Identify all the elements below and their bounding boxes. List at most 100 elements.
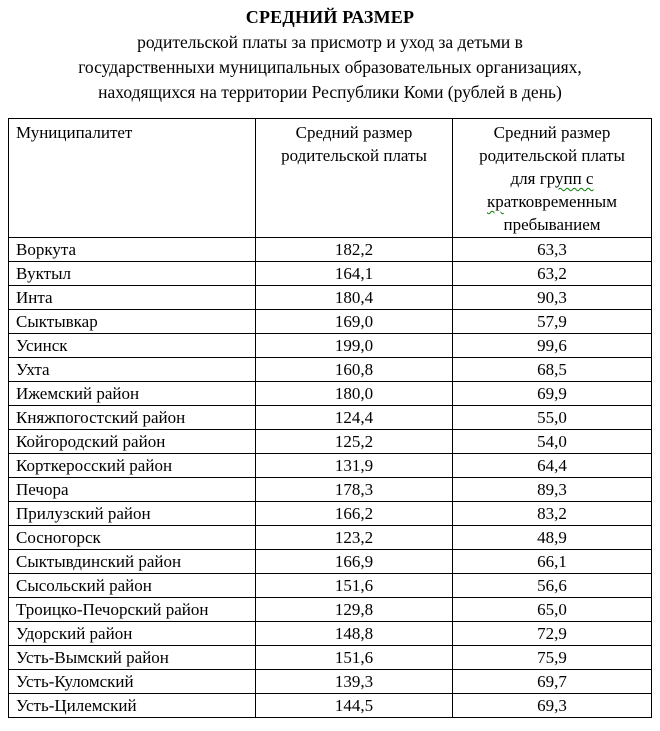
header-text-segment: Средний размер xyxy=(493,123,611,142)
document-title-block: СРЕДНИЙ РАЗМЕР родительской платы за при… xyxy=(0,0,660,105)
header-line: Средний размер xyxy=(260,121,448,144)
municipality-cell: Койгородский район xyxy=(8,429,256,454)
column-header-avg-fee: Средний размер родительской платы xyxy=(255,118,453,238)
avg-fee-cell: 178,3 xyxy=(255,477,453,502)
table-row: Инта 180,4 90,3 xyxy=(8,285,652,310)
table-row: Воркута 182,2 63,3 xyxy=(8,237,652,262)
municipality-cell: Прилузский район xyxy=(8,501,256,526)
header-text-segment-misspelled: упп с xyxy=(554,169,594,188)
short-stay-fee-cell: 64,4 xyxy=(452,453,652,478)
short-stay-fee-cell: 54,0 xyxy=(452,429,652,454)
short-stay-fee-cell: 83,2 xyxy=(452,501,652,526)
municipality-cell: Удорский район xyxy=(8,621,256,646)
municipality-cell: Княжпогостский район xyxy=(8,405,256,430)
table-row: Сыктывкар 169,0 57,9 xyxy=(8,309,652,334)
fees-table: Муниципалитет Средний размер родительской… xyxy=(8,118,652,718)
header-line: Средний размер xyxy=(457,121,647,144)
avg-fee-cell: 151,6 xyxy=(255,573,453,598)
short-stay-fee-cell: 56,6 xyxy=(452,573,652,598)
avg-fee-cell: 180,4 xyxy=(255,285,453,310)
header-line: для групп с xyxy=(457,167,647,190)
short-stay-fee-cell: 72,9 xyxy=(452,621,652,646)
avg-fee-cell: 139,3 xyxy=(255,669,453,694)
short-stay-fee-cell: 57,9 xyxy=(452,309,652,334)
table-row: Сысольский район 151,6 56,6 xyxy=(8,573,652,598)
document-subtitle-line-3: находящихся на территории Республики Ком… xyxy=(98,82,562,102)
short-stay-fee-cell: 66,1 xyxy=(452,549,652,574)
table-row: Усть-Куломский 139,3 69,7 xyxy=(8,669,652,694)
header-line: кратковременным xyxy=(457,190,647,213)
avg-fee-cell: 131,9 xyxy=(255,453,453,478)
column-header-short-stay-fee: Средний размер родительской платы для груп… xyxy=(452,118,652,238)
municipality-cell: Сосногорск xyxy=(8,525,256,550)
header-text-segment: атковременным xyxy=(503,192,617,211)
table-row: Корткеросский район 131,9 64,4 xyxy=(8,453,652,478)
header-row: Муниципалитет Средний размер родительской… xyxy=(8,118,652,238)
header-line: родительской платы xyxy=(457,144,647,167)
table-row: Княжпогостский район 124,4 55,0 xyxy=(8,405,652,430)
header-text-segment: родительской платы xyxy=(281,146,427,165)
header-text-segment-misspelled: кр xyxy=(487,192,504,211)
municipality-cell: Усинск xyxy=(8,333,256,358)
municipality-cell: Сыктывкар xyxy=(8,309,256,334)
header-text-segment: Средний размер xyxy=(295,123,413,142)
short-stay-fee-cell: 75,9 xyxy=(452,645,652,670)
municipality-cell: Инта xyxy=(8,285,256,310)
short-stay-fee-cell: 90,3 xyxy=(452,285,652,310)
short-stay-fee-cell: 99,6 xyxy=(452,333,652,358)
short-stay-fee-cell: 69,9 xyxy=(452,381,652,406)
avg-fee-cell: 180,0 xyxy=(255,381,453,406)
document-subtitle-line-2: государственныхи муниципальных образоват… xyxy=(78,57,582,77)
header-text-segment: для гр xyxy=(510,169,555,188)
fees-table-header: Муниципалитет Средний размер родительской… xyxy=(8,118,652,238)
avg-fee-cell: 166,2 xyxy=(255,501,453,526)
table-row: Прилузский район 166,2 83,2 xyxy=(8,501,652,526)
table-row: Вуктыл 164,1 63,2 xyxy=(8,261,652,286)
short-stay-fee-cell: 89,3 xyxy=(452,477,652,502)
short-stay-fee-cell: 63,2 xyxy=(452,261,652,286)
short-stay-fee-cell: 68,5 xyxy=(452,357,652,382)
table-row: Ухта 160,8 68,5 xyxy=(8,357,652,382)
municipality-cell: Ижемский район xyxy=(8,381,256,406)
table-row: Сосногорск 123,2 48,9 xyxy=(8,525,652,550)
fees-table-body: Воркута 182,2 63,3 Вуктыл 164,1 63,2 Инта 180,4… xyxy=(8,237,652,718)
table-row: Койгородский район 125,2 54,0 xyxy=(8,429,652,454)
document-subtitle-line-1: родительской платы за присмотр и уход за… xyxy=(137,32,523,52)
municipality-cell: Усть-Куломский xyxy=(8,669,256,694)
avg-fee-cell: 123,2 xyxy=(255,525,453,550)
table-row: Сыктывдинский район 166,9 66,1 xyxy=(8,549,652,574)
municipality-cell: Сысольский район xyxy=(8,573,256,598)
short-stay-fee-cell: 69,3 xyxy=(452,693,652,718)
municipality-cell: Корткеросский район xyxy=(8,453,256,478)
municipality-cell: Печора xyxy=(8,477,256,502)
short-stay-fee-cell: 55,0 xyxy=(452,405,652,430)
table-row: Троицко-Печорский район 129,8 65,0 xyxy=(8,597,652,622)
avg-fee-cell: 124,4 xyxy=(255,405,453,430)
avg-fee-cell: 148,8 xyxy=(255,621,453,646)
avg-fee-cell: 160,8 xyxy=(255,357,453,382)
municipality-cell: Воркута xyxy=(8,237,256,262)
avg-fee-cell: 182,2 xyxy=(255,237,453,262)
municipality-cell: Вуктыл xyxy=(8,261,256,286)
avg-fee-cell: 125,2 xyxy=(255,429,453,454)
municipality-cell: Усть-Вымский район xyxy=(8,645,256,670)
short-stay-fee-cell: 65,0 xyxy=(452,597,652,622)
table-row: Усть-Вымский район 151,6 75,9 xyxy=(8,645,652,670)
avg-fee-cell: 129,8 xyxy=(255,597,453,622)
table-row: Усинск 199,0 99,6 xyxy=(8,333,652,358)
municipality-cell: Ухта xyxy=(8,357,256,382)
municipality-cell: Троицко-Печорский район xyxy=(8,597,256,622)
column-header-municipality: Муниципалитет xyxy=(8,118,256,238)
avg-fee-cell: 151,6 xyxy=(255,645,453,670)
document-title: СРЕДНИЙ РАЗМЕР xyxy=(245,7,415,27)
table-row: Усть-Цилемский 144,5 69,3 xyxy=(8,693,652,718)
avg-fee-cell: 169,0 xyxy=(255,309,453,334)
short-stay-fee-cell: 48,9 xyxy=(452,525,652,550)
short-stay-fee-cell: 63,3 xyxy=(452,237,652,262)
table-row: Ижемский район 180,0 69,9 xyxy=(8,381,652,406)
avg-fee-cell: 166,9 xyxy=(255,549,453,574)
header-text-segment: пребыванием xyxy=(503,215,601,234)
header-line: пребыванием xyxy=(457,213,647,236)
avg-fee-cell: 144,5 xyxy=(255,693,453,718)
